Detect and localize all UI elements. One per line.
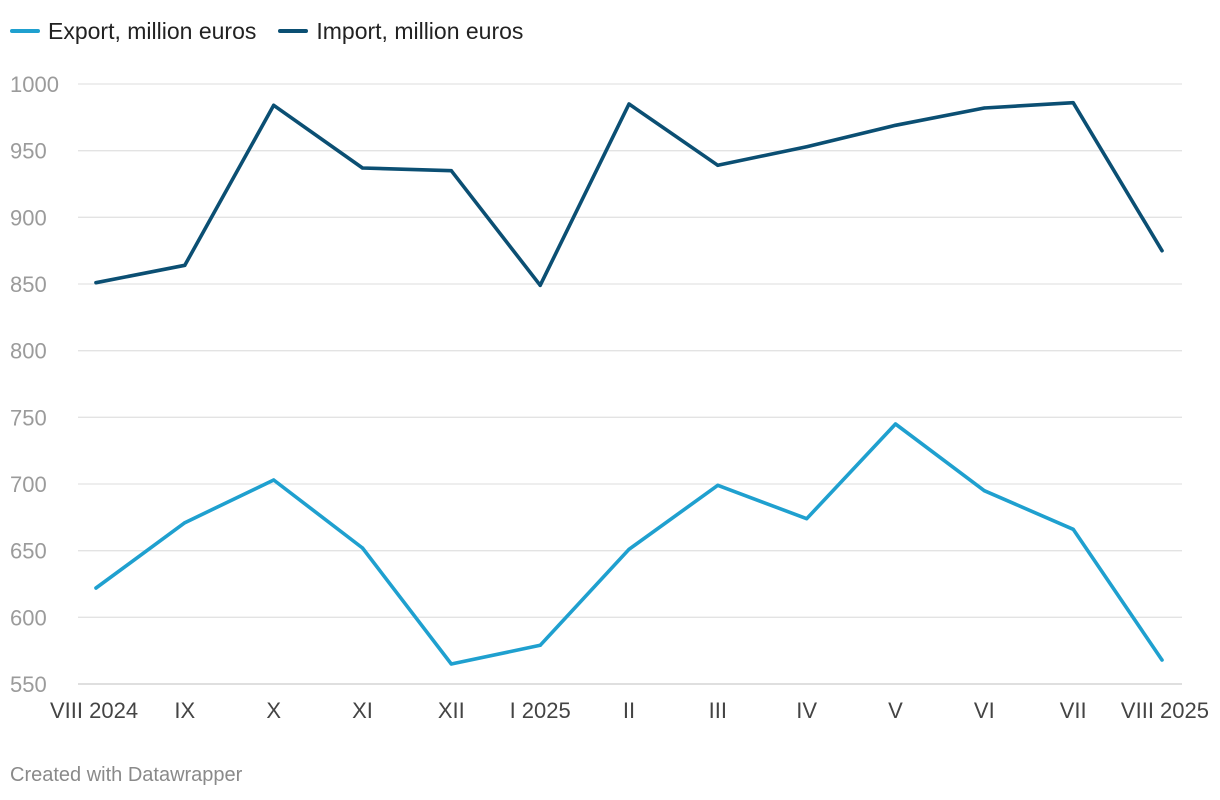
series-lines <box>94 101 1163 666</box>
line-chart: 5506006507007508008509009501000 VIII 202… <box>0 0 1220 800</box>
data-point-import-5 <box>539 284 542 287</box>
x-tick-label-10: VI <box>974 698 995 723</box>
data-point-export-10 <box>983 489 986 492</box>
data-point-export-4 <box>450 662 453 665</box>
x-tick-label-6: II <box>623 698 635 723</box>
y-tick-label-550: 550 <box>10 672 47 697</box>
data-point-import-11 <box>1072 101 1075 104</box>
x-tick-label-12: VIII 2025 <box>1121 698 1209 723</box>
data-point-import-10 <box>983 106 986 109</box>
data-point-import-7 <box>716 164 719 167</box>
y-tick-label-650: 650 <box>10 539 47 564</box>
x-tick-label-3: XI <box>352 698 373 723</box>
x-tick-label-4: XII <box>438 698 465 723</box>
x-tick-label-9: V <box>888 698 903 723</box>
x-axis-ticks: VIII 2024 IX X XI XII I 2025 II III IV V VI VII VIII… <box>50 698 1209 723</box>
data-point-import-9 <box>894 124 897 127</box>
y-axis-ticks: 550 600 650 700 750 800 850 900 950 1000 <box>10 72 59 697</box>
data-point-import-2 <box>272 104 275 107</box>
footer-credit: Created with Datawrapper <box>10 764 242 787</box>
x-tick-label-7: III <box>709 698 727 723</box>
data-point-export-11 <box>1072 528 1075 531</box>
series-line-export <box>96 424 1162 664</box>
x-tick-label-11: VII <box>1060 698 1087 723</box>
data-point-export-9 <box>894 422 897 425</box>
x-tick-label-1: IX <box>174 698 195 723</box>
data-point-export-0 <box>94 586 97 589</box>
data-point-import-8 <box>805 145 808 148</box>
y-tick-label-1000: 1000 <box>10 72 59 97</box>
data-point-export-8 <box>805 517 808 520</box>
x-tick-label-5: I 2025 <box>510 698 571 723</box>
data-point-export-2 <box>272 478 275 481</box>
y-tick-label-700: 700 <box>10 472 47 497</box>
data-point-export-1 <box>183 521 186 524</box>
data-point-export-12 <box>1160 658 1163 661</box>
data-point-import-4 <box>450 169 453 172</box>
x-tick-label-8: IV <box>796 698 817 723</box>
data-point-export-7 <box>716 484 719 487</box>
data-point-export-5 <box>539 644 542 647</box>
x-tick-label-2: X <box>266 698 281 723</box>
data-point-export-3 <box>361 546 364 549</box>
series-line-import <box>96 103 1162 286</box>
data-point-export-6 <box>627 548 630 551</box>
x-tick-label-0: VIII 2024 <box>50 698 138 723</box>
y-tick-label-850: 850 <box>10 272 47 297</box>
data-point-import-6 <box>627 102 630 105</box>
y-tick-label-600: 600 <box>10 605 47 630</box>
data-point-import-1 <box>183 264 186 267</box>
grid-lines <box>78 84 1182 684</box>
y-tick-label-900: 900 <box>10 205 47 230</box>
y-tick-label-800: 800 <box>10 339 47 364</box>
data-point-import-3 <box>361 166 364 169</box>
data-point-import-12 <box>1160 249 1163 252</box>
y-tick-label-950: 950 <box>10 139 47 164</box>
y-tick-label-750: 750 <box>10 405 47 430</box>
data-point-import-0 <box>94 281 97 284</box>
